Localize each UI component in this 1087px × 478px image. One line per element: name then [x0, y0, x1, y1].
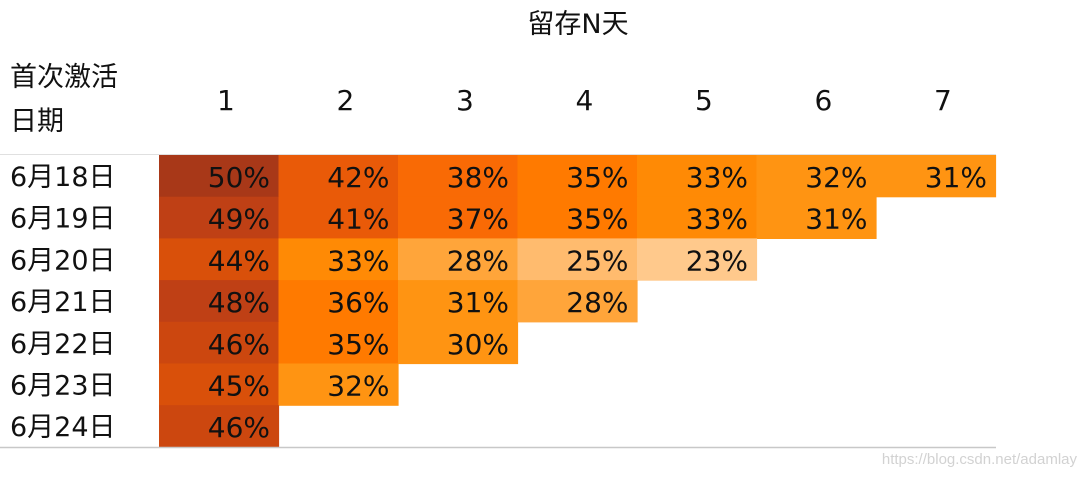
cell-value-label: 38%: [447, 161, 509, 194]
cell-value-label: 28%: [447, 244, 509, 277]
chart-title: 留存N天: [527, 9, 628, 40]
cell-value-label: 25%: [566, 244, 628, 277]
heatmap-cell: [637, 196, 758, 239]
cell-value-label: 35%: [566, 161, 628, 194]
heatmap-cell: [398, 321, 519, 365]
cell-value-label: 31%: [805, 203, 867, 236]
cell-value-label: 23%: [686, 244, 748, 277]
heatmap-cell: [159, 363, 280, 406]
cell-value-label: 32%: [327, 370, 389, 403]
cell-value-label: 46%: [208, 411, 270, 444]
watermark-text: https://blog.csdn.net/adamlay: [881, 451, 1077, 468]
heatmap-cell: [756, 155, 877, 198]
cell-value-label: 28%: [566, 286, 628, 319]
row-label: 6月23日: [10, 371, 116, 402]
row-label: 6月18日: [10, 162, 116, 193]
cell-value-label: 33%: [327, 244, 389, 277]
cell-value-label: 32%: [805, 161, 867, 194]
heatmap-cell: [398, 280, 519, 323]
cell-value-label: 45%: [208, 370, 270, 403]
row-header-line-2: 日期: [10, 106, 64, 137]
heatmap-cell: [159, 405, 280, 448]
cell-value-label: 49%: [208, 203, 270, 236]
col-header-4: 4: [576, 84, 594, 117]
cell-value-label: 37%: [447, 203, 509, 236]
cell-value-label: 35%: [327, 328, 389, 361]
row-label: 6月21日: [10, 287, 116, 318]
heatmap-cell: [159, 155, 280, 198]
heatmap-cell: [278, 196, 399, 239]
heatmap-cell: [637, 155, 758, 198]
col-header-2: 2: [337, 84, 355, 117]
heatmap-cell: [278, 280, 399, 323]
heatmap-cell: [159, 238, 280, 281]
heatmap-cell: [398, 155, 519, 198]
heatmap-cell: [159, 280, 280, 323]
row-header-line-1: 首次激活: [10, 62, 118, 93]
col-header-7: 7: [934, 84, 952, 117]
row-label: 6月24日: [10, 412, 116, 443]
cell-value-label: 30%: [447, 328, 509, 361]
col-header-6: 6: [815, 84, 833, 117]
heatmap-cell: [278, 238, 399, 281]
cell-value-label: 31%: [447, 286, 509, 319]
heatmap-cell: [278, 321, 399, 365]
heatmap-cell: [159, 196, 280, 239]
cell-value-label: 42%: [327, 161, 389, 194]
heatmap-cell: [398, 196, 519, 239]
cell-value-label: 31%: [925, 161, 987, 194]
cell-value-label: 46%: [208, 328, 270, 361]
col-header-1: 1: [217, 84, 235, 117]
cell-value-label: 41%: [327, 203, 389, 236]
heatmap-cell: [398, 238, 519, 281]
heatmap-cell: [517, 280, 638, 323]
cell-value-label: 33%: [686, 203, 748, 236]
heatmap-cell: [517, 196, 638, 239]
cell-value-label: 50%: [208, 161, 270, 194]
col-header-3: 3: [456, 84, 474, 117]
heatmap-cell: [637, 238, 758, 281]
heatmap-cell: [517, 155, 638, 198]
cell-value-label: 36%: [327, 286, 389, 319]
row-label: 6月20日: [10, 245, 116, 276]
row-label: 6月22日: [10, 329, 116, 360]
heatmap-cell: [876, 155, 997, 198]
heatmap-cell: [159, 321, 280, 365]
heatmap-cell: [756, 196, 877, 239]
heatmap-cell: [278, 363, 399, 406]
cell-value-label: 33%: [686, 161, 748, 194]
row-label: 6月19日: [10, 204, 116, 235]
heatmap-cell: [278, 155, 399, 198]
cell-value-label: 48%: [208, 286, 270, 319]
cell-value-label: 44%: [208, 244, 270, 277]
heatmap-cell: [517, 238, 638, 281]
cell-value-label: 35%: [566, 203, 628, 236]
col-header-5: 5: [695, 84, 713, 117]
